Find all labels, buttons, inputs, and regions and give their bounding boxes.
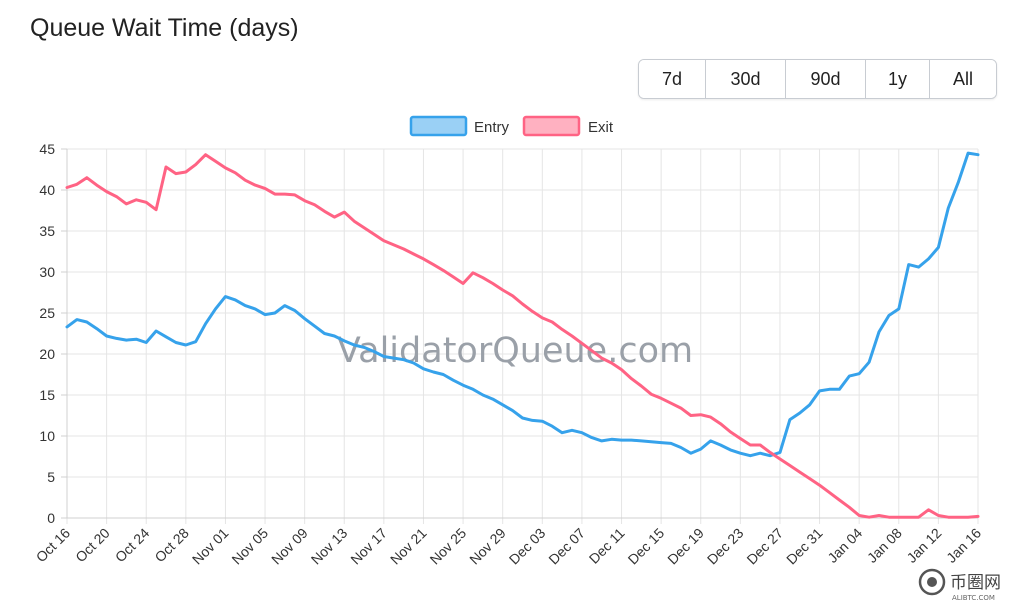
x-tick-label: Nov 25 xyxy=(427,525,470,568)
legend-swatch-entry[interactable] xyxy=(409,115,468,137)
legend-label-exit[interactable]: Exit xyxy=(588,119,614,136)
legend-label-entry[interactable]: Entry xyxy=(474,119,510,136)
x-tick-label: Dec 31 xyxy=(783,525,826,568)
y-tick-label: 15 xyxy=(39,387,55,403)
range-button-30d[interactable]: 30d xyxy=(705,60,785,98)
chart-series xyxy=(65,151,980,519)
x-tick-label: Dec 11 xyxy=(586,525,628,567)
page-title: Queue Wait Time (days) xyxy=(30,14,299,42)
series-line-exit xyxy=(65,153,980,519)
x-tick-label: Dec 07 xyxy=(545,525,588,568)
x-tick-label: Nov 05 xyxy=(228,525,271,568)
x-tick-label: Oct 24 xyxy=(112,525,153,566)
x-tick-label: Dec 15 xyxy=(625,525,668,568)
x-tick-label: Dec 03 xyxy=(506,525,549,568)
y-tick-label: 0 xyxy=(47,510,55,526)
x-tick-label: Dec 23 xyxy=(704,525,747,568)
chart-grid xyxy=(66,148,979,524)
range-button-7d[interactable]: 7d xyxy=(639,60,705,98)
x-tick-label: Oct 16 xyxy=(33,525,74,566)
x-tick-label: Dec 27 xyxy=(743,525,786,568)
x-tick-label: Nov 29 xyxy=(466,525,509,568)
legend-swatch-exit[interactable] xyxy=(522,115,581,137)
range-button-90d[interactable]: 90d xyxy=(785,60,865,98)
chart-legend[interactable]: Entry Exit xyxy=(409,115,614,137)
x-tick-label: Nov 13 xyxy=(308,525,351,568)
x-tick-label: Jan 12 xyxy=(903,525,944,566)
corner-logo-icon-core xyxy=(927,577,937,587)
corner-logo-icon xyxy=(918,568,946,596)
x-tick-label: Jan 04 xyxy=(824,525,865,566)
x-tick-label: Nov 17 xyxy=(347,525,390,568)
x-tick-label: Nov 21 xyxy=(387,525,430,568)
y-tick-label: 5 xyxy=(47,469,55,485)
range-button-1y[interactable]: 1y xyxy=(865,60,929,98)
range-button-all[interactable]: All xyxy=(929,60,996,98)
y-tick-label: 25 xyxy=(39,305,55,321)
x-tick-label: Nov 01 xyxy=(189,525,232,568)
series-line-entry xyxy=(65,151,980,458)
watermark-text: ValidatorQueue.com xyxy=(337,331,693,371)
x-tick-label: Nov 09 xyxy=(268,525,311,568)
x-tick-label: Jan 08 xyxy=(864,525,905,566)
y-tick-label: 30 xyxy=(39,264,55,280)
x-tick-label: Dec 19 xyxy=(664,525,707,568)
time-range-selector: 7d 30d 90d 1y All xyxy=(638,59,997,99)
x-tick-label: Oct 28 xyxy=(151,525,192,566)
y-tick-label: 10 xyxy=(39,428,55,444)
y-tick-label: 35 xyxy=(39,223,55,239)
y-tick-label: 40 xyxy=(39,182,55,198)
corner-logo-subtext: ALIBTC.COM xyxy=(952,594,995,602)
corner-logo-text: 币圈网 xyxy=(950,573,1001,593)
y-tick-label: 45 xyxy=(39,141,55,157)
x-tick-label: Jan 16 xyxy=(943,525,984,566)
y-tick-label: 20 xyxy=(39,346,55,362)
x-tick-label: Oct 20 xyxy=(72,525,113,566)
corner-logo: 币圈网 ALIBTC.COM xyxy=(918,568,1001,602)
